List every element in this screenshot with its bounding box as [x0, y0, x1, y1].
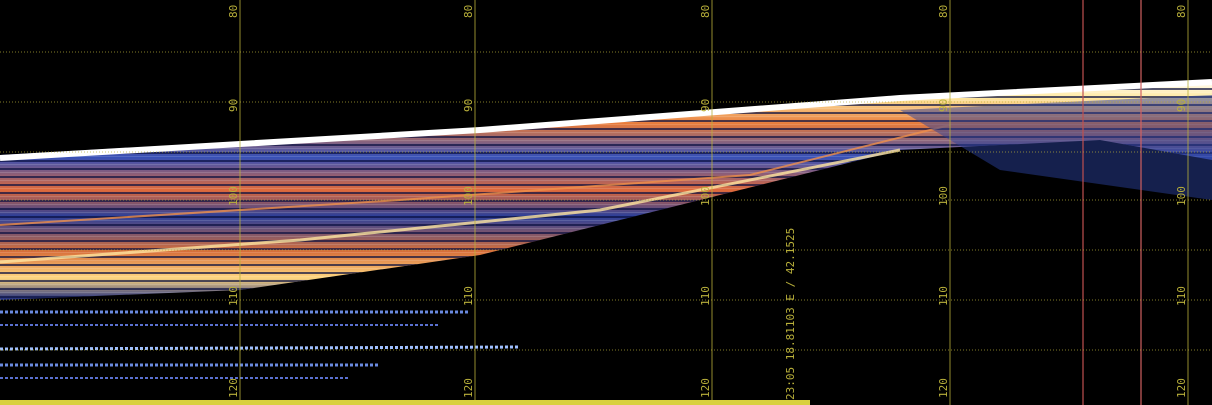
position-annotation: 23:05 18.81103 E / 42.1525	[784, 228, 797, 400]
depth-label: 110	[227, 286, 240, 306]
depth-label: 100	[462, 186, 475, 206]
depth-label: 100	[1175, 186, 1188, 206]
depth-label: 90	[227, 99, 240, 112]
depth-label: 100	[937, 186, 950, 206]
depth-label: 110	[937, 286, 950, 306]
depth-label: 120	[699, 378, 712, 398]
status-bar	[0, 400, 810, 405]
depth-label: 120	[227, 378, 240, 398]
noise-line	[1140, 0, 1142, 405]
depth-label: 90	[699, 99, 712, 112]
depth-label: 80	[462, 5, 475, 18]
depth-label: 100	[699, 186, 712, 206]
echogram: 80 90 100 110 120 80 90 100 110 120 80 90 100 110 120 8…	[0, 0, 1212, 405]
depth-label: 120	[937, 378, 950, 398]
depth-label: 120	[1175, 378, 1188, 398]
depth-label: 90	[937, 99, 950, 112]
depth-label: 120	[462, 378, 475, 398]
depth-label: 110	[699, 286, 712, 306]
noise-line	[1082, 0, 1084, 405]
depth-label: 110	[462, 286, 475, 306]
depth-label: 100	[227, 186, 240, 206]
depth-label: 80	[1175, 5, 1188, 18]
depth-label: 110	[1175, 286, 1188, 306]
depth-label: 90	[1175, 99, 1188, 112]
depth-label: 80	[227, 5, 240, 18]
depth-label: 90	[462, 99, 475, 112]
depth-label: 80	[937, 5, 950, 18]
depth-label: 80	[699, 5, 712, 18]
